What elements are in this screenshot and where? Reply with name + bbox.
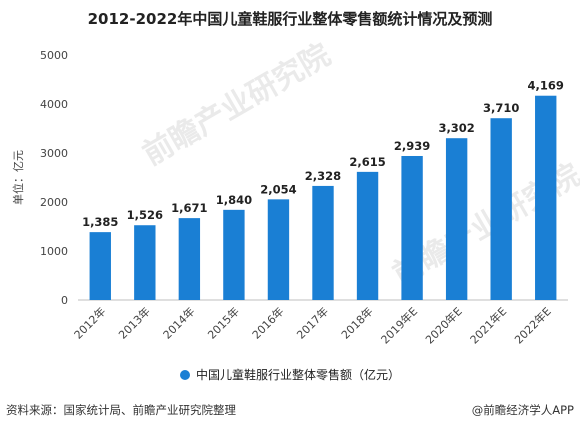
bar: [178, 218, 201, 300]
bar: [356, 171, 379, 300]
bar: [535, 95, 557, 301]
y-tick-label: 1000: [40, 245, 68, 258]
data-label: 2,054: [260, 182, 296, 196]
bar: [223, 209, 245, 300]
data-label: 1,385: [82, 215, 118, 229]
bar: [89, 232, 111, 300]
source-note: 资料来源：国家统计局、前瞻产业研究院整理: [6, 403, 236, 417]
x-tick-label: 2018年: [338, 304, 375, 341]
data-label: 3,710: [483, 101, 519, 115]
legend-marker: [179, 369, 190, 380]
x-tick-label: 2014年: [160, 304, 197, 341]
chart-title: 2012-2022年中国儿童鞋服行业整体零售额统计情况及预测: [87, 10, 493, 28]
credit-note: @前瞻经济学人APP: [471, 403, 574, 417]
y-axis-label: 单位：亿元: [11, 150, 25, 205]
bar-chart: 0 1000 2000 3000 4000 5000 单位：亿元 1,385 2012年 1,52…: [11, 49, 568, 347]
data-label: 1,526: [127, 208, 163, 222]
bar: [134, 225, 156, 300]
y-tick-label: 0: [61, 294, 68, 307]
x-tick-label: 2021年E: [467, 304, 509, 346]
data-label: 4,169: [528, 79, 564, 93]
x-tick-label: 2017年: [294, 304, 331, 341]
bar: [401, 155, 423, 300]
x-tick-label: 2013年: [115, 304, 152, 341]
y-tick-label: 4000: [40, 98, 68, 111]
data-label: 2,939: [394, 139, 430, 153]
y-tick-label: 2000: [40, 196, 68, 209]
bar: [267, 199, 290, 300]
x-tick-label: 2016年: [249, 304, 286, 341]
x-tick-label: 2012年: [71, 304, 108, 341]
y-tick-label: 5000: [40, 49, 68, 62]
bar: [445, 138, 468, 300]
bar: [490, 118, 512, 301]
x-tick-label: 2022年E: [511, 304, 553, 346]
y-tick-label: 3000: [40, 147, 68, 160]
legend-label: 中国儿童鞋服行业整体零售额（亿元）: [195, 368, 400, 382]
x-tick-label: 2020年E: [422, 304, 464, 346]
legend: 中国儿童鞋服行业整体零售额（亿元）: [0, 366, 580, 383]
data-label: 2,328: [305, 169, 341, 183]
bar: [312, 185, 334, 300]
x-tick-label: 2019年E: [378, 304, 420, 346]
data-label: 2,615: [349, 155, 385, 169]
data-label: 3,302: [438, 121, 474, 135]
x-tick-label: 2015年: [205, 304, 242, 341]
data-label: 1,671: [171, 201, 207, 215]
data-label: 1,840: [216, 193, 252, 207]
